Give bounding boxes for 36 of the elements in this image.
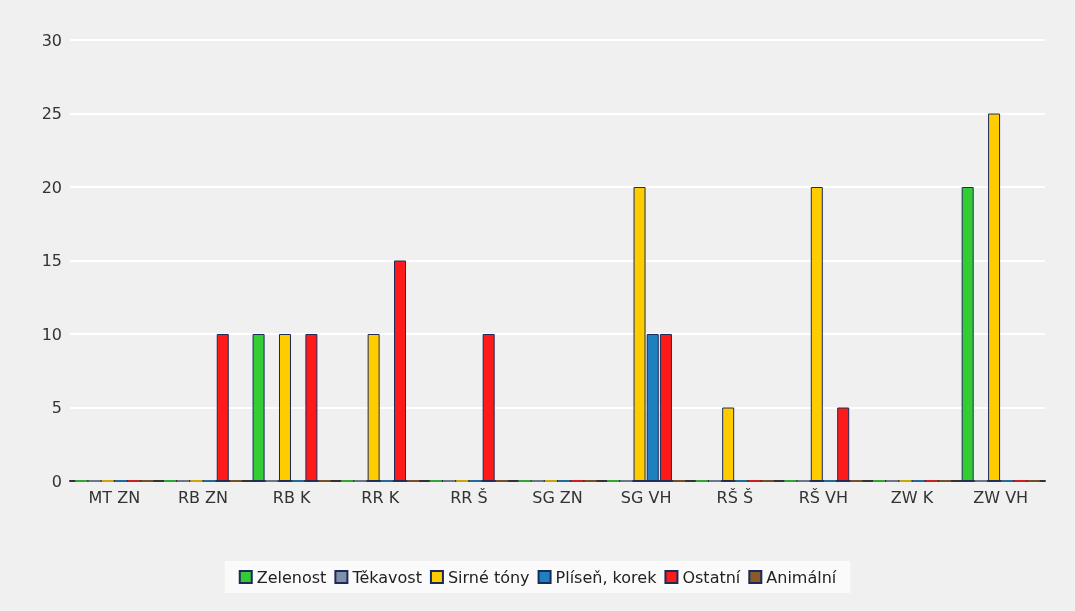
x-tick-label: MT ZN xyxy=(88,487,141,507)
bar xyxy=(810,187,823,481)
bar xyxy=(278,334,291,481)
y-tick-label: 0 xyxy=(51,471,62,491)
x-tick-label: SG ZN xyxy=(532,487,583,507)
legend-label: Animální xyxy=(766,567,837,587)
x-tick-label: RR Š xyxy=(450,487,488,507)
y-tick-label: 15 xyxy=(41,251,62,270)
y-tick-label: 30 xyxy=(41,30,62,50)
bar xyxy=(837,407,850,481)
y-tick-label: 20 xyxy=(41,177,62,197)
bar xyxy=(367,334,380,481)
legend-label: Sirné tóny xyxy=(447,567,530,587)
y-tick-label: 5 xyxy=(51,398,62,417)
legend-label: Zelenost xyxy=(256,567,327,587)
y-tick-label: 25 xyxy=(41,104,62,123)
x-tick-label: SG VH xyxy=(620,487,672,507)
x-tick-label: RŠ VH xyxy=(798,487,849,507)
bar xyxy=(988,113,1001,481)
bar xyxy=(482,334,495,481)
x-tick-label: RB ZN xyxy=(177,487,229,507)
y-tick-label: 10 xyxy=(41,324,62,344)
bar xyxy=(961,187,974,481)
bar xyxy=(394,260,407,481)
bar xyxy=(722,407,735,481)
legend-label: Plíseň, korek xyxy=(555,567,658,587)
bar xyxy=(305,334,318,481)
x-tick-label: ZW K xyxy=(890,487,934,507)
legend-label: Těkavost xyxy=(351,567,422,587)
bar xyxy=(216,334,229,481)
legend-label: Ostatní xyxy=(682,567,741,587)
bar xyxy=(252,334,265,481)
x-tick-label: RB K xyxy=(272,487,311,507)
x-tick-label: RR K xyxy=(361,487,400,507)
x-tick-label: RŠ Š xyxy=(716,487,754,507)
x-tick-label: ZW VH xyxy=(973,487,1029,507)
